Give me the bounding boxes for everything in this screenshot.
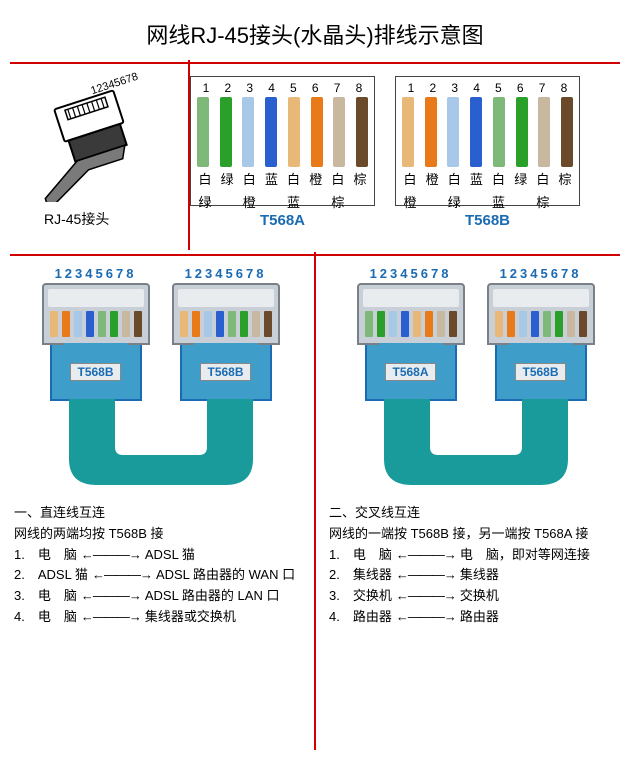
desc-row: 2. 集线器←———→集线器 <box>329 565 622 586</box>
desc-sub: 网线的两端均按 T568B 接 <box>14 524 307 545</box>
method-name: 直连互联法 <box>47 429 275 455</box>
desc-row: 1. 电 脑←———→ADSL 猫 <box>14 545 307 566</box>
connector-pins: 12345678 <box>355 266 467 281</box>
std-a-labels1: 白绿白蓝白橙白棕 <box>195 167 370 190</box>
rj45-icon <box>20 82 160 202</box>
connector-left: 12345678 T568B <box>40 266 152 401</box>
connector-pins: 12345678 <box>40 266 152 281</box>
connector-right: 12345678 T568B <box>170 266 282 401</box>
plug-label: T568A <box>385 363 435 381</box>
plug-label: T568B <box>515 363 565 381</box>
desc-title: 一、直连线互连 <box>14 503 307 524</box>
desc-title: 二、交叉线互连 <box>329 503 622 524</box>
std-b-labels1: 白橙白蓝白绿白棕 <box>400 167 575 190</box>
desc-row: 4. 路由器←———→路由器 <box>329 607 622 628</box>
connector-left: 12345678 T568A <box>355 266 467 401</box>
method-crossover: 12345678 T568A 12345678 T568B 交叉互联法 二、交叉… <box>315 256 630 746</box>
rj45-label: RJ-45接头 <box>44 209 170 229</box>
top-section: 12345678 RJ-45接头 12345678 白绿白蓝白橙白棕 绿橙蓝棕 … <box>0 64 630 254</box>
std-a-labels2: 绿橙蓝棕 <box>195 190 370 213</box>
desc-row: 4. 电 脑←———→集线器或交换机 <box>14 607 307 628</box>
std-a-pins: 12345678 <box>195 81 370 95</box>
desc-crossover: 二、交叉线互连 网线的一端按 T568B 接，另一端按 T568A 接 1. 电… <box>329 503 622 628</box>
standards-panel: 12345678 白绿白蓝白橙白棕 绿橙蓝棕 T568A 12345678 白橙… <box>180 64 630 254</box>
divider-v1 <box>188 60 190 250</box>
desc-row: 1. 电 脑←———→电 脑，即对等网连接 <box>329 545 622 566</box>
connector-pins: 12345678 <box>170 266 282 281</box>
connector-pins: 12345678 <box>485 266 597 281</box>
cable-u: 直连互联法 <box>47 399 275 489</box>
rj45-illustration: 12345678 RJ-45接头 <box>0 64 180 254</box>
std-b-name: T568B <box>465 212 510 229</box>
cable-u: 交叉互联法 <box>362 399 590 489</box>
std-a-bars <box>195 95 370 167</box>
standard-t568a: 12345678 白绿白蓝白橙白棕 绿橙蓝棕 T568A <box>180 64 385 254</box>
std-b-pins: 12345678 <box>400 81 575 95</box>
standard-t568b: 12345678 白橙白蓝白绿白棕 橙绿蓝棕 T568B <box>385 64 590 254</box>
plug-label: T568B <box>200 363 250 381</box>
desc-row: 3. 交换机←———→交换机 <box>329 586 622 607</box>
connector-right: 12345678 T568B <box>485 266 597 401</box>
page-title: 网线RJ-45接头(水晶头)排线示意图 <box>0 0 630 62</box>
std-b-bars <box>400 95 575 167</box>
desc-row: 2. ADSL 猫←———→ADSL 路由器的 WAN 口 <box>14 565 307 586</box>
desc-row: 3. 电 脑←———→ADSL 路由器的 LAN 口 <box>14 586 307 607</box>
std-a-name: T568A <box>260 212 305 229</box>
plug-label: T568B <box>70 363 120 381</box>
std-b-labels2: 橙绿蓝棕 <box>400 190 575 213</box>
method-straight: 12345678 T568B 12345678 T568B 直连互联法 一、直连… <box>0 256 315 746</box>
desc-straight: 一、直连线互连 网线的两端均按 T568B 接 1. 电 脑←———→ADSL … <box>14 503 307 628</box>
desc-sub: 网线的一端按 T568B 接，另一端按 T568A 接 <box>329 524 622 545</box>
divider-v2 <box>314 252 316 750</box>
method-name: 交叉互联法 <box>362 429 590 455</box>
